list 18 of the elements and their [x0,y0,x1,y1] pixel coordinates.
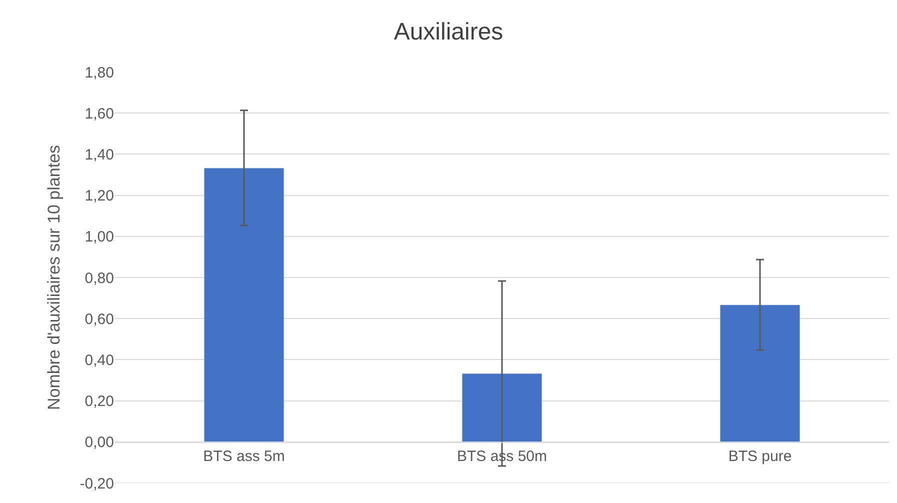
y-tick-label: 0,80 [84,270,114,287]
y-tick-label: 0,00 [84,434,114,452]
y-tick-label: 0,60 [84,310,114,328]
y-tick-label: 1,80 [84,64,114,82]
x-tick-label: BTS ass 5m [203,448,285,465]
bar [462,373,542,442]
y-axis-title: Nombre d'auxiliaires sur 10 plantes [44,145,64,410]
y-tick-label: 1,20 [84,188,114,205]
y-tick-label: 1,60 [84,105,114,122]
bar [720,304,800,442]
chart-title: Auxiliaires [394,18,504,46]
x-tick-label: BTS pure [728,448,792,465]
y-tick-label: 1,00 [84,228,114,246]
y-tick-label: 1,40 [84,146,114,164]
y-tick-label: 0,40 [84,352,114,369]
bar [204,168,284,442]
y-tick-label: -0,20 [80,475,114,492]
y-tick-label: 0,20 [84,393,114,410]
